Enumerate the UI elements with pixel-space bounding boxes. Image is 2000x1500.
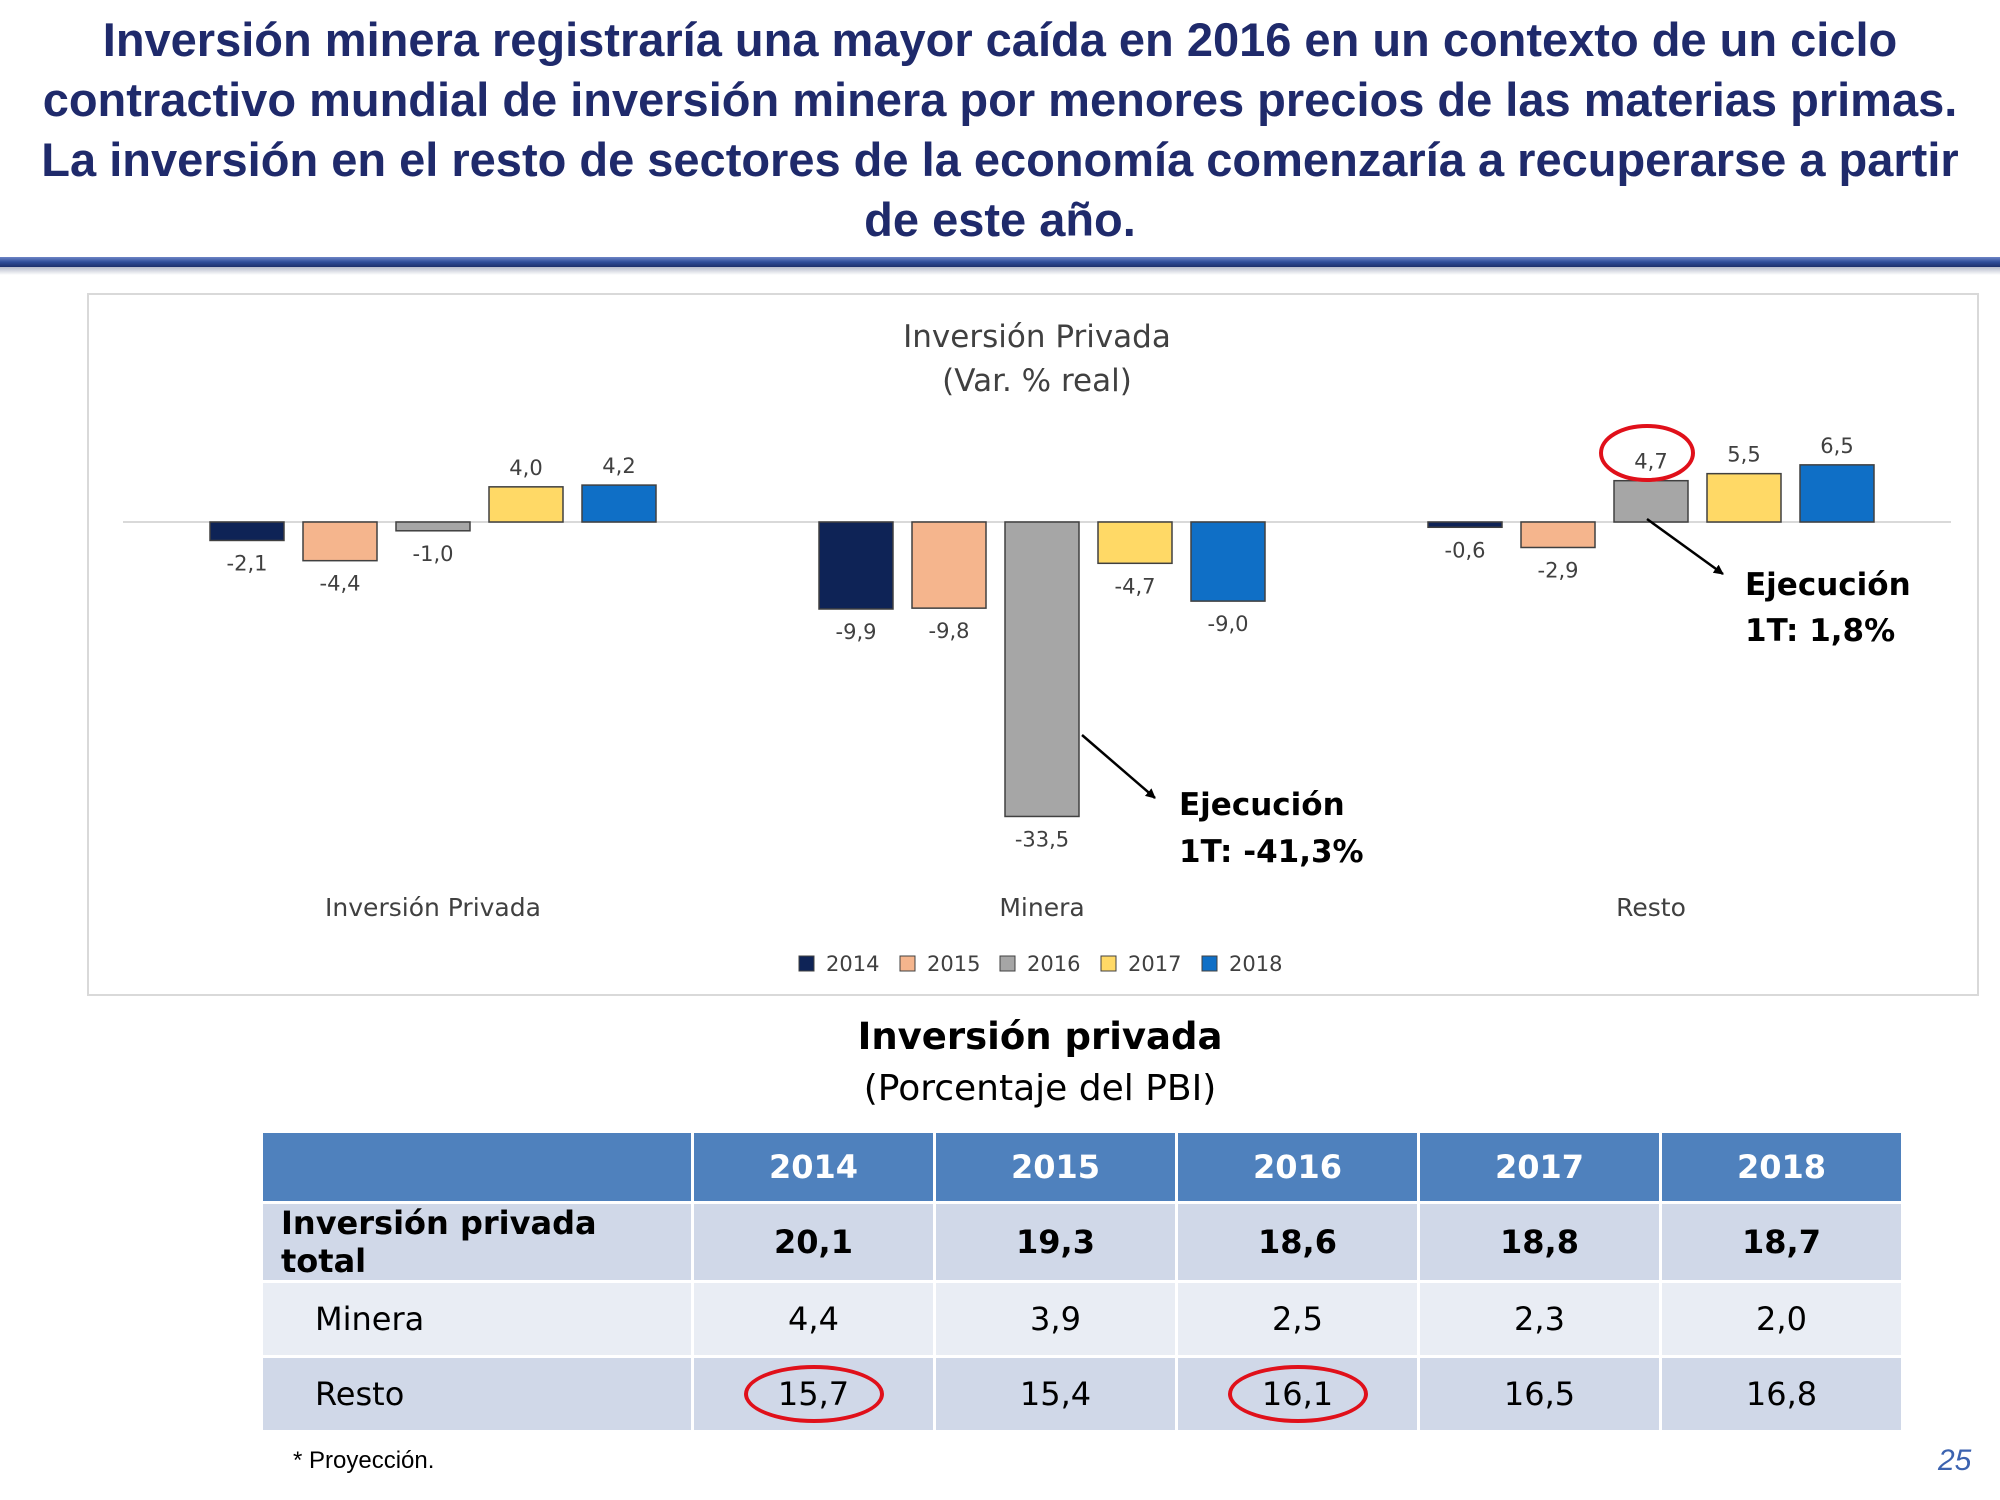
pbi-table: 2014 2015 2016 2017 2018 Inversión priva… [260,1130,1904,1433]
highlight-ring [1227,1365,1368,1423]
table-cell: 20,1 [691,1201,936,1283]
annotation-line1: Ejecución [1179,787,1345,823]
table-header-2018: 2018 [1659,1130,1904,1204]
table-cell: 3,9 [933,1280,1178,1358]
page-number: 25 [1938,1444,1972,1477]
table-header-row: 2014 2015 2016 2017 2018 [260,1130,1904,1204]
category-label: Minera [999,893,1084,922]
table-cell: 19,3 [933,1201,1178,1283]
row-label: Inversión privada total [260,1201,694,1283]
annotation-arrow [1646,517,1724,576]
legend-swatch-2016 [999,955,1016,972]
table-cell: 18,7 [1659,1201,1904,1283]
data-label: 5,5 [1727,443,1760,467]
bar-2016 [395,521,471,532]
legend-label-2017: 2017 [1128,952,1181,976]
data-label: -9,0 [1208,612,1249,636]
bar-2017 [1706,472,1782,523]
footnote: * Proyección. [293,1447,435,1474]
legend-label-2016: 2016 [1027,952,1080,976]
table-cell: 16,1 [1175,1355,1420,1433]
row-label: Resto [260,1355,694,1433]
table-row: Inversión privada total 20,1 19,3 18,6 1… [260,1201,1904,1283]
bar-2016 [1004,521,1080,818]
highlight-ring [1599,424,1695,482]
table-cell: 15,4 [933,1355,1178,1433]
table-row: Resto 15,7 15,4 16,1 16,5 16,8 [260,1355,1904,1433]
circled-value: 15,7 [743,1365,884,1423]
bar-chart: Inversión Privada (Var. % real) -2,1 -9,9… [123,319,1951,976]
table-subtitle: (Porcentaje del PBI) [863,1068,1217,1109]
data-label: -4,4 [320,572,361,596]
data-label: 4,0 [509,456,542,480]
bar-2017 [488,486,564,523]
circled-value: 16,1 [1227,1365,1368,1423]
bar-2018 [581,484,657,523]
legend-swatch-2018 [1201,955,1218,972]
data-label: -9,8 [929,619,970,643]
data-label: -1,0 [413,542,454,566]
table-cell: 16,8 [1659,1355,1904,1433]
bar-2014 [1427,521,1503,529]
data-label: 4,7 [1634,450,1667,474]
annotation-line2: 1T: 1,8% [1745,613,1895,649]
data-label: -2,1 [227,551,268,575]
data-label: -9,9 [836,620,877,644]
chart-title: Inversión Privada [903,319,1171,355]
bar-2018 [1799,464,1875,523]
data-label: -4,7 [1115,574,1156,598]
table-header-2017: 2017 [1417,1130,1662,1204]
table-cell: 15,7 [691,1355,936,1433]
data-label: -33,5 [1015,827,1069,851]
legend-swatch-2014 [798,955,815,972]
data-label: 6,5 [1820,434,1853,458]
legend-label-2018: 2018 [1229,952,1282,976]
bar-2014 [209,521,285,542]
header-rule [0,257,2000,267]
table-cell: 2,5 [1175,1280,1420,1358]
data-label: -0,6 [1445,538,1486,562]
table-header-2016: 2016 [1175,1130,1420,1204]
table-cell: 4,4 [691,1280,936,1358]
bar-2014 [818,521,894,610]
bar-2015 [1520,521,1596,549]
row-label: Minera [260,1280,694,1358]
table-cell: 2,3 [1417,1280,1662,1358]
category-label: Resto [1616,893,1686,922]
slide-headline: Inversión minera registraría una mayor c… [41,13,1959,246]
legend-label-2015: 2015 [927,952,980,976]
table-cell: 18,6 [1175,1201,1420,1283]
table-header-2014: 2014 [691,1130,936,1204]
highlight-ring [743,1365,884,1423]
table-header-blank [260,1130,694,1204]
bar-2016 [1613,479,1689,523]
table-title: Inversión privada [857,1015,1223,1058]
legend-swatch-2015 [899,955,916,972]
header-rule-shadow [0,267,2000,275]
chart-panel: Inversión Privada (Var. % real) -2,1 -9,9… [87,293,1979,996]
annotation-arrow [1081,734,1156,799]
table-cell: 16,5 [1417,1355,1662,1433]
table-cell: 18,8 [1417,1201,1662,1283]
bar-2015 [302,521,378,562]
table-row: Minera 4,4 3,9 2,5 2,3 2,0 [260,1280,1904,1358]
legend-swatch-2017 [1100,955,1117,972]
bar-2015 [911,521,987,609]
table-header-2015: 2015 [933,1130,1178,1204]
annotation-line2: 1T: -41,3% [1179,834,1364,870]
chart-subtitle: (Var. % real) [942,363,1132,399]
category-label: Inversión Privada [325,893,541,922]
annotation-line1: Ejecución [1745,567,1911,603]
bar-2017 [1097,521,1173,565]
legend-label-2014: 2014 [826,952,879,976]
data-label: 4,2 [602,454,635,478]
table-cell: 2,0 [1659,1280,1904,1358]
data-label: -2,9 [1538,558,1579,582]
bar-2018 [1190,521,1266,602]
